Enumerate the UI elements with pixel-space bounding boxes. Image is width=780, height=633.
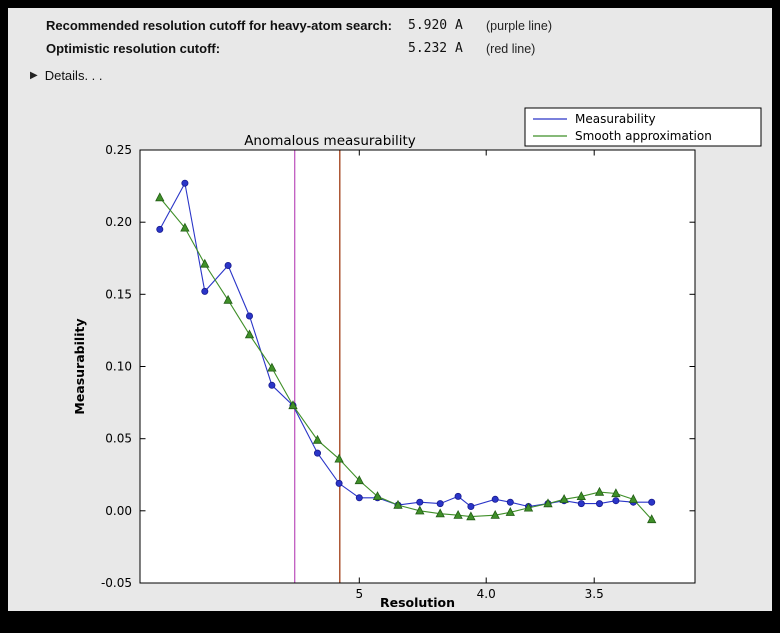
marker-triangle-smooth-approximation	[505, 507, 515, 516]
optimistic-cutoff-note: (red line)	[486, 42, 536, 56]
marker-circle-measurability	[506, 498, 514, 506]
optimistic-cutoff-label: Optimistic resolution cutoff:	[46, 41, 221, 56]
marker-triangle-smooth-approximation	[523, 502, 534, 512]
marker-triangle-smooth-approximation	[155, 192, 165, 202]
recommended-cutoff-value: 5.920 A	[408, 18, 463, 33]
marker-triangle-smooth-approximation	[453, 509, 463, 519]
marker-circle-measurability	[156, 225, 164, 233]
legend-box	[524, 107, 762, 147]
x-axis-label: Resolution	[380, 595, 455, 610]
marker-circle-measurability	[436, 500, 444, 508]
marker-triangle-smooth-approximation	[200, 258, 210, 268]
marker-circle-measurability	[491, 495, 499, 503]
marker-triangle-smooth-approximation	[435, 508, 445, 518]
plot-area	[140, 150, 695, 583]
y-tick-label: 0.10	[105, 360, 132, 374]
marker-triangle-smooth-approximation	[334, 453, 344, 463]
marker-triangle-smooth-approximation	[288, 400, 298, 410]
chart-title: Anomalous measurability	[244, 133, 416, 149]
x-tick-label: 3.5	[585, 587, 604, 601]
marker-triangle-smooth-approximation	[223, 294, 233, 304]
marker-circle-measurability	[245, 312, 253, 320]
marker-triangle-smooth-approximation	[543, 498, 553, 508]
marker-circle-measurability	[648, 498, 656, 506]
marker-triangle-smooth-approximation	[611, 488, 621, 498]
marker-circle-measurability	[355, 494, 363, 502]
details-toggle[interactable]: ▶ Details. . .	[30, 68, 103, 83]
y-tick-label: 0.05	[105, 432, 132, 446]
optimistic-cutoff-row: Optimistic resolution cutoff: 5.232 A (r…	[46, 41, 746, 59]
marker-circle-measurability	[577, 500, 585, 508]
y-axis-label: Measurability	[72, 318, 87, 414]
marker-triangle-smooth-approximation	[393, 499, 403, 509]
marker-triangle-smooth-approximation	[244, 329, 255, 339]
marker-triangle-smooth-approximation	[372, 491, 383, 501]
marker-circle-measurability	[612, 497, 620, 505]
recommended-cutoff-row: Recommended resolution cutoff for heavy-…	[46, 18, 746, 36]
legend-label: Measurability	[575, 112, 656, 126]
marker-triangle-smooth-approximation	[576, 491, 586, 501]
marker-triangle-smooth-approximation	[559, 494, 569, 503]
marker-circle-measurability	[313, 449, 321, 457]
marker-circle-measurability	[268, 381, 276, 389]
plot-border	[139, 149, 696, 584]
anomalous-measurability-chart: -0.05 0.00 0.05 0.10 0.15 0.20 0.25 5 4.0 3.5 Anom…	[72, 107, 762, 610]
details-disclosure-triangle-icon: ▶	[30, 69, 38, 81]
details-label: Details. . .	[44, 68, 103, 83]
marker-circle-measurability	[416, 498, 424, 506]
marker-circle-measurability	[454, 492, 462, 500]
marker-triangle-smooth-approximation	[594, 486, 605, 496]
x-tick-label: 5	[355, 587, 363, 601]
marker-triangle-smooth-approximation	[354, 475, 364, 485]
marker-triangle-smooth-approximation	[267, 362, 277, 372]
legend-label: Smooth approximation	[575, 129, 712, 143]
marker-circle-measurability	[181, 179, 189, 187]
content-panel: Recommended resolution cutoff for heavy-…	[8, 8, 772, 611]
marker-circle-measurability	[224, 261, 232, 269]
y-tick-label: 0.00	[105, 504, 132, 518]
marker-triangle-smooth-approximation	[647, 514, 657, 524]
marker-triangle-smooth-approximation	[466, 511, 476, 521]
y-tick-label: 0.25	[105, 143, 132, 157]
optimistic-cutoff-value: 5.232 A	[408, 41, 463, 56]
y-tick-label: -0.05	[101, 576, 132, 590]
marker-circle-measurability	[596, 500, 604, 508]
marker-circle-measurability	[335, 479, 343, 487]
marker-circle-measurability	[467, 502, 475, 510]
marker-triangle-smooth-approximation	[415, 505, 425, 515]
marker-triangle-smooth-approximation	[490, 509, 500, 519]
recommended-cutoff-note: (purple line)	[486, 19, 553, 33]
marker-triangle-smooth-approximation	[180, 222, 190, 232]
y-tick-label: 0.15	[105, 287, 132, 301]
y-tick-label: 0.20	[105, 215, 132, 229]
marker-triangle-smooth-approximation	[312, 434, 323, 444]
recommended-cutoff-label: Recommended resolution cutoff for heavy-…	[46, 18, 393, 33]
x-tick-label: 4.0	[477, 587, 496, 601]
marker-circle-measurability	[201, 287, 209, 295]
marker-triangle-smooth-approximation	[628, 494, 638, 503]
